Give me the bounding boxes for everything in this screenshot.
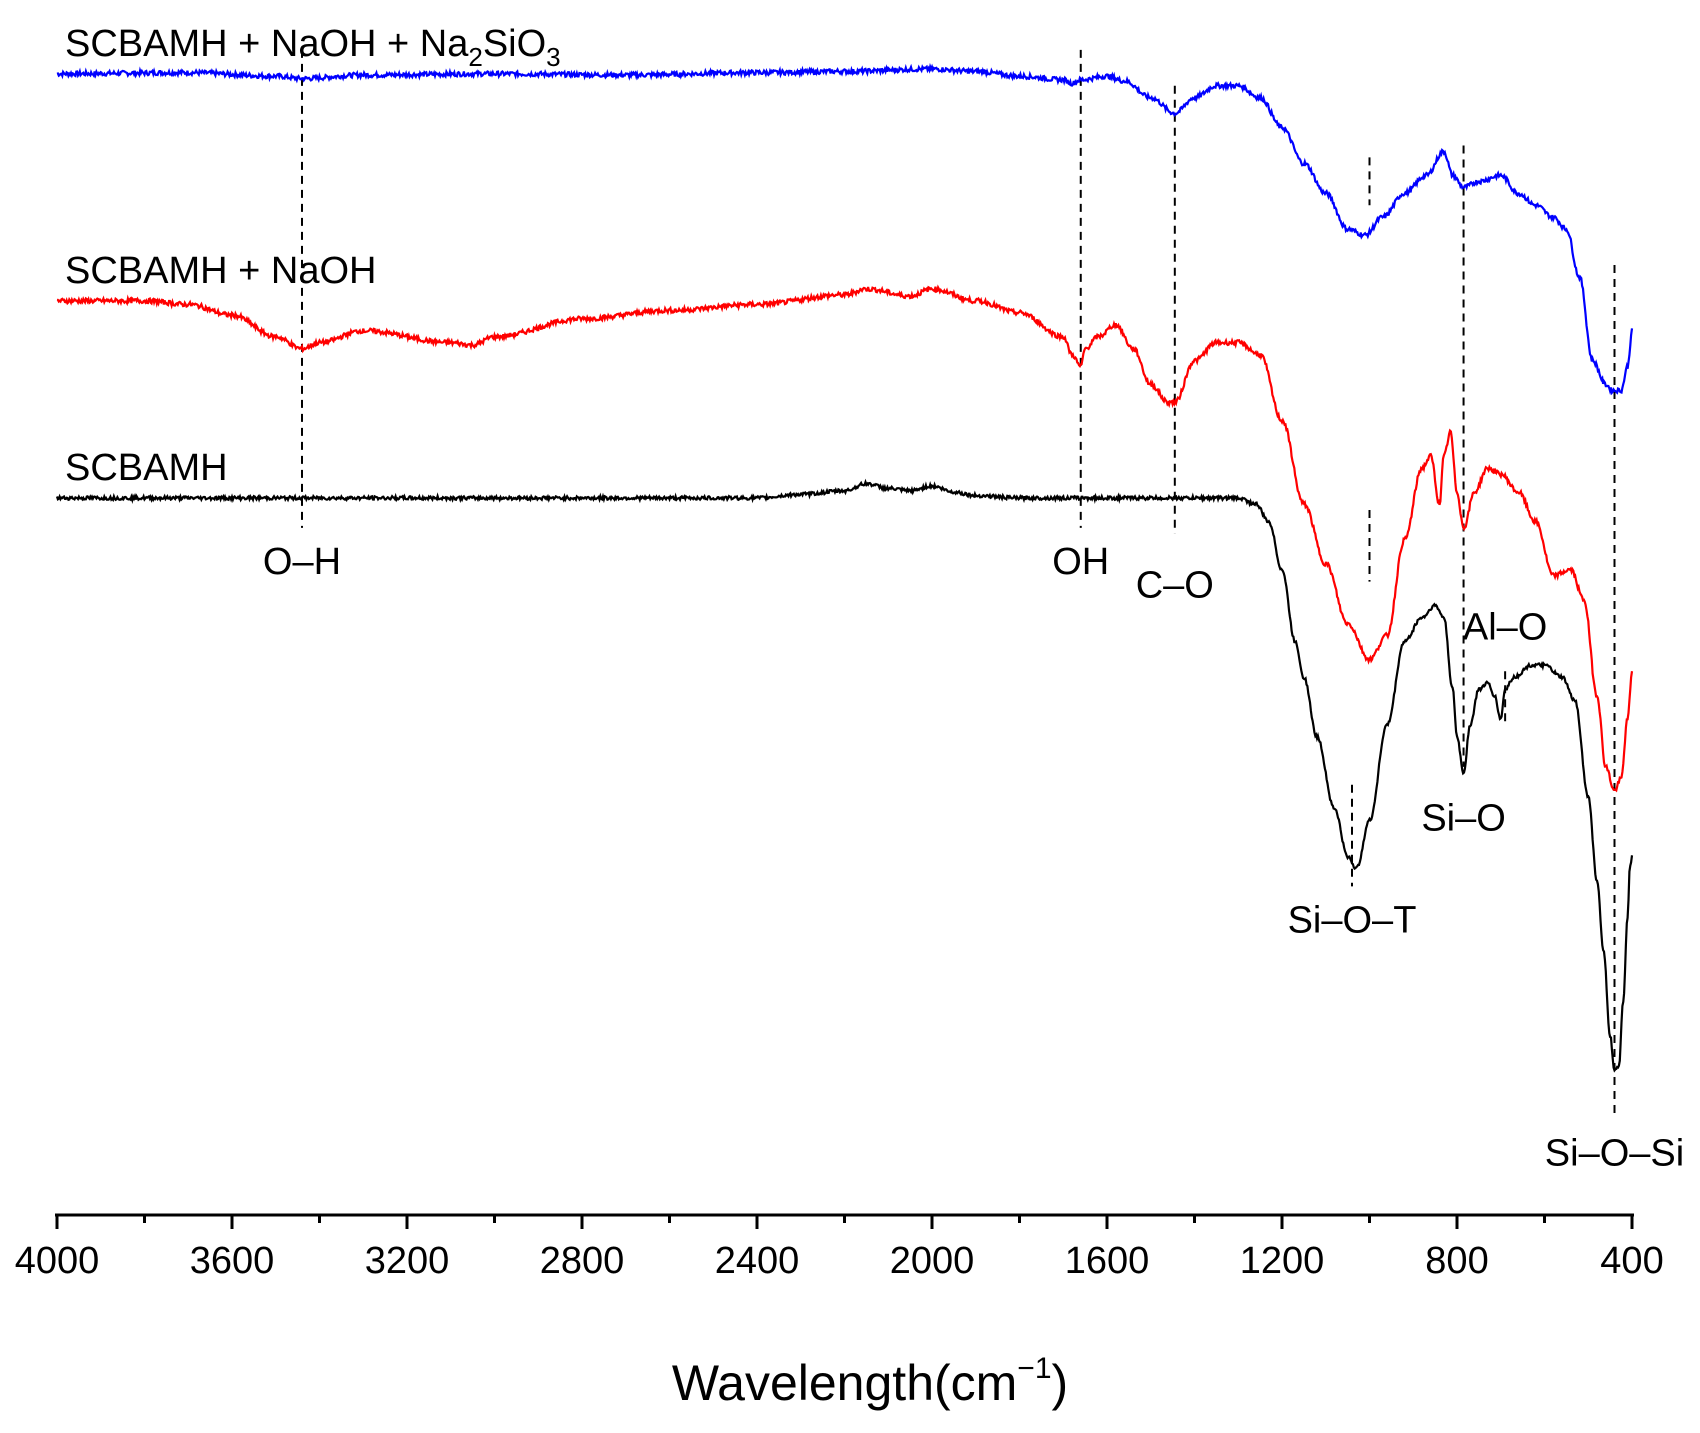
series-label-0: SCBAMH + NaOH + Na2SiO3 bbox=[65, 23, 561, 72]
peak-label-7: Al–O bbox=[1463, 606, 1547, 648]
x-tick-label-800: 800 bbox=[1425, 1240, 1488, 1282]
series-line-0 bbox=[56, 62, 1634, 396]
peak-marker-layer bbox=[301, 49, 1616, 1114]
x-axis-title: Wavelength(cm−1) bbox=[672, 1352, 1068, 1411]
series-label-1: SCBAMH + NaOH bbox=[65, 250, 376, 292]
x-axis: 4000 3600 3200 2800 2400 2000 1600 1200 800 400 bbox=[15, 1213, 1664, 1282]
series-line-1 bbox=[56, 284, 1634, 793]
x-tick-label-2400: 2400 bbox=[715, 1240, 800, 1282]
x-tick-label-3200: 3200 bbox=[365, 1240, 450, 1282]
x-tick-label-3600: 3600 bbox=[190, 1240, 275, 1282]
series-label-2: SCBAMH bbox=[65, 447, 228, 489]
series-layer bbox=[55, 62, 1634, 1073]
peak-label-0: O–H bbox=[263, 541, 341, 583]
peak-label-5: Si–O–T bbox=[1288, 899, 1417, 941]
x-tick-label-2800: 2800 bbox=[540, 1240, 625, 1282]
label-layer: SCBAMH + NaOH + Na2SiO3 SCBAMH + NaOH SCBA… bbox=[65, 23, 1684, 1174]
x-tick-label-400: 400 bbox=[1600, 1240, 1663, 1282]
x-tick-label-1600: 1600 bbox=[1065, 1240, 1150, 1282]
x-tick-label-2000: 2000 bbox=[890, 1240, 975, 1282]
peak-label-6: Si–O bbox=[1421, 798, 1505, 840]
peak-label-1: OH bbox=[1052, 541, 1109, 583]
x-tick-label-4000: 4000 bbox=[15, 1240, 100, 1282]
peak-label-2: C–O bbox=[1136, 565, 1214, 607]
x-tick-label-1200: 1200 bbox=[1240, 1240, 1325, 1282]
series-line-2 bbox=[55, 478, 1634, 1073]
peak-label-8: Si–O–Si bbox=[1545, 1132, 1684, 1174]
